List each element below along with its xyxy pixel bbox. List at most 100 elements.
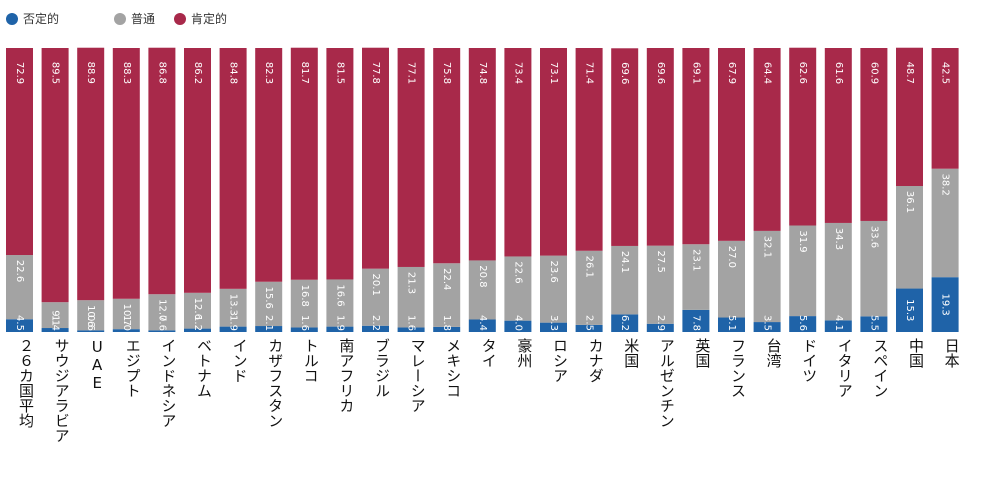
bar-segment-negative-2 — [77, 330, 105, 332]
value-label-positive-4: 86.8 — [156, 62, 167, 84]
legend-item-neutral: 普通 — [114, 10, 155, 27]
bar-segment-positive-1 — [41, 48, 69, 303]
bar-segment-neutral-17 — [611, 245, 639, 315]
value-label-positive-13: 74.8 — [477, 62, 488, 84]
value-label-negative-15: 3.3 — [548, 315, 559, 331]
bar-segment-negative-7 — [255, 326, 283, 332]
category-label-17: 米国 — [622, 338, 641, 368]
category-label-11: マレーシア — [408, 338, 427, 413]
value-label-neutral-1: 9.1 — [50, 310, 61, 326]
bar-segment-neutral-1 — [41, 302, 69, 329]
bar-segment-negative-11 — [397, 327, 425, 332]
value-label-positive-3: 88.3 — [121, 62, 132, 84]
value-label-neutral-8: 16.8 — [299, 285, 310, 307]
value-label-positive-11: 77.1 — [406, 62, 417, 84]
bar-segment-negative-21 — [753, 322, 781, 332]
value-label-negative-23: 4.1 — [833, 315, 844, 331]
value-label-negative-18: 2.9 — [655, 315, 666, 331]
value-label-positive-19: 69.1 — [690, 62, 701, 84]
value-label-negative-0: 4.5 — [14, 315, 25, 331]
value-label-positive-18: 69.6 — [655, 62, 666, 84]
legend-item-positive: 肯定的 — [174, 10, 227, 27]
value-label-negative-25: 15.3 — [904, 299, 915, 321]
bar-segment-positive-0 — [6, 48, 33, 256]
category-label-19: 英国 — [693, 338, 712, 368]
bar-segment-neutral-11 — [397, 266, 425, 328]
value-label-negative-24: 5.5 — [868, 315, 879, 331]
category-label-25: 中国 — [907, 338, 925, 368]
category-label-26: 日本 — [942, 338, 961, 368]
category-label-14: 豪州 — [515, 338, 534, 368]
bar-segment-negative-14 — [504, 320, 532, 332]
category-label-18: アルゼンチン — [657, 338, 676, 428]
bar-segment-positive-2 — [77, 47, 105, 301]
value-label-neutral-21: 32.1 — [762, 236, 773, 258]
value-label-neutral-17: 24.1 — [619, 251, 630, 273]
value-label-positive-9: 81.5 — [334, 62, 345, 84]
category-label-10: ブラジル — [373, 338, 391, 398]
value-label-negative-12: 1.8 — [441, 315, 452, 331]
value-label-neutral-16: 26.1 — [584, 256, 595, 278]
bar-segment-neutral-23 — [824, 222, 852, 321]
category-label-5: ベトナム — [195, 338, 213, 398]
category-label-1: サウジアラビア — [52, 338, 71, 443]
bar-segment-positive-23 — [824, 48, 852, 223]
bar-segment-positive-13 — [468, 48, 496, 261]
value-label-positive-5: 86.2 — [192, 62, 203, 84]
value-label-neutral-22: 31.9 — [797, 230, 808, 252]
value-label-positive-0: 72.9 — [14, 62, 25, 84]
value-label-negative-20: 5.1 — [726, 315, 737, 331]
value-label-negative-26: 19.3 — [940, 293, 951, 315]
category-label-16: カナダ — [586, 338, 605, 383]
value-label-neutral-2: 10.6 — [85, 305, 96, 327]
category-label-13: タイ — [479, 338, 498, 368]
bar-segment-negative-0 — [6, 319, 33, 332]
bar-segment-negative-15 — [540, 322, 567, 332]
bar-segment-neutral-21 — [753, 230, 781, 323]
bar-segment-neutral-18 — [646, 245, 674, 324]
value-label-negative-4: 0.6 — [156, 315, 167, 331]
value-label-positive-25: 48.7 — [904, 62, 915, 84]
value-label-neutral-10: 20.1 — [370, 274, 381, 296]
value-label-neutral-20: 27.0 — [726, 246, 737, 268]
value-label-positive-7: 82.3 — [263, 62, 274, 84]
bar-segment-neutral-26 — [931, 168, 959, 278]
bar-segment-neutral-0 — [6, 255, 33, 320]
value-label-positive-20: 67.9 — [726, 62, 737, 84]
bar-segment-positive-24 — [860, 48, 888, 221]
value-label-neutral-5: 12.6 — [192, 298, 203, 320]
value-label-neutral-6: 13.3 — [228, 294, 239, 316]
value-label-negative-19: 7.8 — [690, 315, 701, 331]
bar-segment-neutral-5 — [184, 292, 211, 329]
bar-segment-neutral-8 — [290, 279, 318, 328]
category-label-9: 南アフリカ — [337, 338, 356, 413]
category-label-12: メキシコ — [444, 338, 463, 398]
bar-segment-negative-8 — [290, 327, 318, 332]
category-label-6: インド — [230, 338, 249, 383]
bar-segment-positive-16 — [575, 48, 603, 251]
value-label-positive-17: 69.6 — [619, 62, 630, 84]
value-label-neutral-3: 10.7 — [121, 304, 132, 326]
value-label-negative-11: 1.6 — [406, 315, 417, 331]
bar-segment-neutral-2 — [77, 300, 105, 331]
value-label-positive-21: 64.4 — [762, 62, 773, 84]
value-label-neutral-12: 22.4 — [441, 268, 452, 290]
bar-segment-positive-17 — [611, 48, 639, 246]
value-label-neutral-26: 38.2 — [940, 174, 951, 196]
bar-segment-negative-6 — [219, 326, 247, 332]
value-label-positive-15: 73.1 — [548, 62, 559, 84]
value-label-positive-16: 71.4 — [584, 62, 595, 84]
value-label-neutral-25: 36.1 — [904, 191, 915, 213]
bar-segment-positive-11 — [397, 48, 425, 267]
value-label-negative-8: 1.6 — [299, 315, 310, 331]
bar-segment-positive-12 — [433, 48, 461, 264]
value-label-positive-6: 84.8 — [228, 62, 239, 84]
value-label-neutral-15: 23.6 — [548, 260, 559, 282]
category-label-0: ２６カ国平均 — [17, 338, 35, 428]
bar-segment-neutral-22 — [789, 225, 817, 317]
category-label-7: カザフスタン — [266, 338, 285, 428]
value-label-negative-16: 2.5 — [584, 315, 595, 331]
bar-segment-neutral-20 — [718, 240, 745, 318]
value-label-negative-17: 6.2 — [619, 315, 630, 331]
bar-segment-neutral-3 — [112, 298, 140, 330]
